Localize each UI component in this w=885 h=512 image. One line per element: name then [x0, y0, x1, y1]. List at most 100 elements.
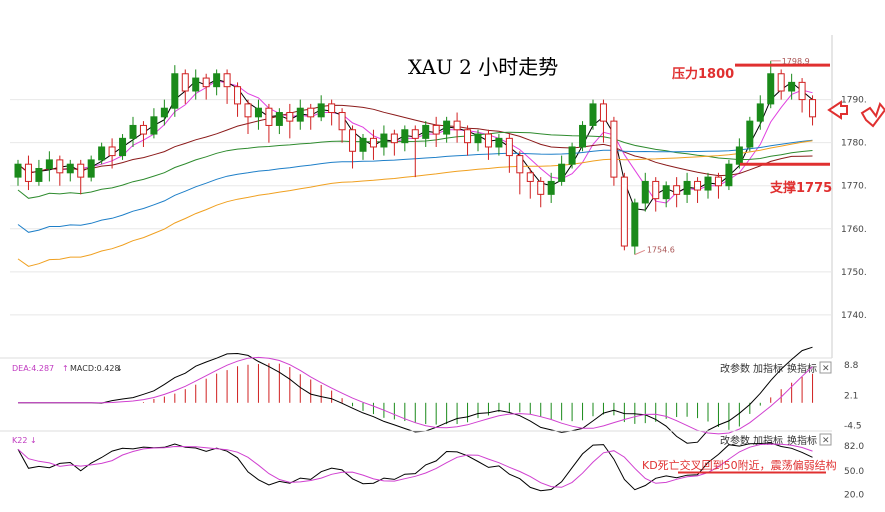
- macd-close-button[interactable]: [819, 361, 832, 374]
- candle-body: [56, 159, 64, 174]
- kd-tick-label: 20.0: [844, 490, 864, 500]
- candle-body: [589, 103, 597, 126]
- candle-body: [129, 124, 137, 139]
- close-icon: ✕: [822, 364, 830, 374]
- dea-arrow: ↑: [62, 364, 69, 373]
- candle-body: [45, 159, 53, 170]
- candle-body: [296, 107, 304, 122]
- candle-body: [202, 77, 210, 88]
- macd-menu-item1[interactable]: 改参数: [720, 362, 750, 375]
- macd-tick-label: 8.8: [844, 361, 859, 371]
- candle-body: [516, 155, 524, 174]
- candle-body: [694, 180, 702, 191]
- support-label: 支撑1775: [769, 180, 832, 196]
- candle-body: [98, 146, 106, 161]
- candle-body: [453, 120, 461, 131]
- resistance-label: 压力1800: [672, 66, 734, 82]
- macd-tick-label: 2.1: [844, 392, 858, 402]
- candle-body: [673, 185, 681, 195]
- candle-body: [620, 176, 628, 247]
- candle-body: [798, 81, 806, 101]
- candle-body: [24, 163, 32, 182]
- candle-body: [286, 112, 294, 122]
- macd-menu-item3[interactable]: 换指标: [787, 362, 817, 375]
- chart-title: XAU 2 小时走势: [408, 55, 558, 79]
- candle-body: [349, 129, 357, 152]
- candle-body: [610, 120, 618, 178]
- macd-tick-label: -4.5: [844, 421, 862, 431]
- right-arrow-icon: [860, 101, 885, 128]
- candle-body: [275, 112, 283, 126]
- price-tick-label: 1770.: [841, 182, 867, 192]
- candle-body: [192, 77, 200, 92]
- candle-body: [369, 137, 377, 148]
- kd-d-line: [17, 443, 813, 488]
- candle-body: [66, 163, 74, 174]
- candle-body: [547, 180, 555, 195]
- kd-k-line: [17, 442, 813, 492]
- candle-body: [213, 73, 221, 88]
- candle-body: [788, 81, 796, 92]
- candle-body: [160, 107, 168, 118]
- candle-body: [119, 137, 127, 157]
- candle-body: [234, 86, 242, 105]
- candle-body: [809, 99, 817, 118]
- candle-body: [746, 120, 754, 148]
- kd-tick-label: 50.0: [844, 467, 864, 477]
- candle-body: [338, 112, 346, 131]
- candle-body: [662, 185, 670, 200]
- price-tick-label: 1760.: [841, 225, 867, 235]
- candle-body: [464, 129, 472, 144]
- candle-body: [599, 103, 607, 122]
- kd-menu-item1[interactable]: 改参数: [720, 434, 750, 447]
- candle-body: [683, 180, 691, 195]
- macd-arrow: ↓: [116, 364, 123, 373]
- candle-body: [777, 73, 785, 92]
- candle-body: [401, 129, 409, 144]
- candle-body: [756, 103, 764, 122]
- kd-label: K22: [12, 436, 27, 445]
- candle-body: [223, 73, 231, 88]
- candle-body: [390, 133, 398, 144]
- candle-body: [181, 73, 189, 92]
- kd-close-button[interactable]: [819, 433, 832, 446]
- candle-body: [641, 180, 649, 204]
- candle-body: [526, 172, 534, 182]
- candle-body: [108, 146, 116, 157]
- low-label: 1754.6: [647, 245, 675, 254]
- price-tick-label: 1780.: [841, 139, 867, 149]
- candle-body: [714, 176, 722, 187]
- candle-body: [265, 107, 273, 126]
- candle-body: [14, 163, 22, 178]
- candle-body: [380, 133, 388, 148]
- candle-body: [139, 124, 147, 135]
- candle-body: [432, 124, 440, 135]
- macd-dea-line: [18, 356, 813, 435]
- candle-body: [568, 146, 576, 165]
- candle-body: [735, 146, 743, 165]
- candle-body: [704, 176, 712, 191]
- candle-body: [579, 124, 587, 148]
- candle-body: [171, 73, 179, 109]
- candle-body: [652, 180, 660, 200]
- macd-diff-line: [18, 346, 813, 444]
- kd-arrow: ↓: [30, 436, 37, 445]
- candle-body: [411, 129, 419, 139]
- candle-body: [443, 120, 451, 135]
- candle-body: [725, 163, 733, 187]
- candle-body: [474, 133, 482, 144]
- kd-tick-label: 82.0: [844, 442, 864, 452]
- kd-menu-item3[interactable]: 换指标: [787, 434, 817, 447]
- candle-body: [35, 168, 43, 182]
- candle-body: [359, 137, 367, 152]
- candle-body: [317, 103, 325, 118]
- price-tick-label: 1790.: [841, 96, 867, 106]
- candle-body: [537, 180, 545, 195]
- macd-menu-item2[interactable]: 加指标: [753, 362, 783, 375]
- dea-label: DEA:4.287: [12, 364, 54, 373]
- kd-annotation: KD死亡交叉回到50附近，震荡偏弱结构: [642, 458, 837, 472]
- candle-body: [505, 137, 513, 157]
- close-icon: ✕: [822, 436, 830, 446]
- candle-body: [244, 103, 252, 118]
